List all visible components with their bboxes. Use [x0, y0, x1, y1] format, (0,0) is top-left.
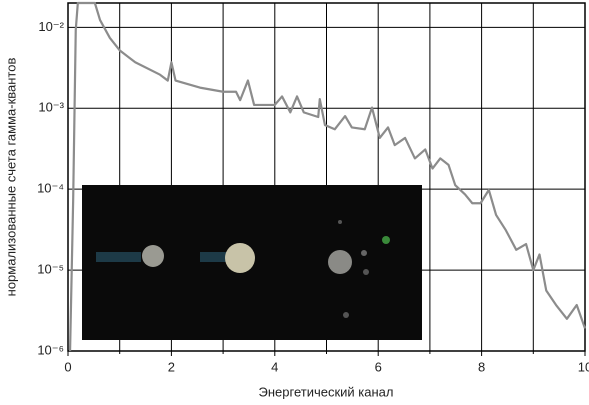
plot-frame — [67, 2, 586, 352]
y-tick-label: 10⁻⁶ — [37, 342, 64, 357]
x-tick-label: 2 — [168, 359, 175, 374]
x-tick-label: 4 — [271, 359, 278, 374]
inset-photo — [82, 185, 422, 340]
y-tick-label: 10⁻² — [38, 19, 64, 34]
y-axis-title: нормализованные счета гамма-квантов — [3, 58, 18, 297]
y-tick-label: 10⁻⁴ — [37, 181, 64, 196]
x-tick-label: 10 — [578, 359, 589, 374]
x-tick-label: 8 — [478, 359, 485, 374]
x-tick-label: 6 — [375, 359, 382, 374]
x-axis-title: Энергетический канал — [259, 384, 394, 399]
y-tick-label: 10⁻⁵ — [37, 262, 64, 277]
x-tick-label: 0 — [64, 359, 71, 374]
data-line — [68, 1, 587, 352]
y-tick-label: 10⁻³ — [38, 100, 64, 115]
